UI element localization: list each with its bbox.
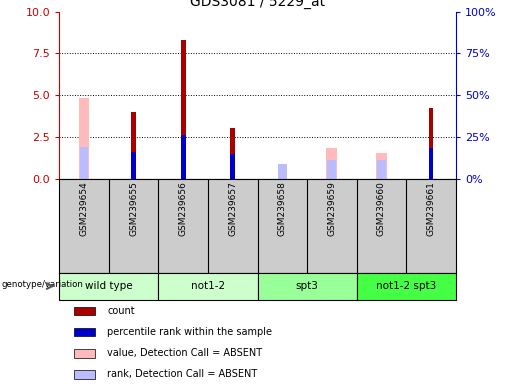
Bar (74, 370, 95, 379)
Bar (258, 273, 356, 300)
Text: wild type: wild type (85, 281, 132, 291)
Bar (131, 152, 136, 179)
Text: rank, Detection Call = ABSENT: rank, Detection Call = ABSENT (107, 369, 258, 379)
Bar (278, 164, 287, 179)
Bar (356, 273, 456, 300)
Bar (377, 160, 386, 179)
Text: not1-2 spt3: not1-2 spt3 (376, 281, 436, 291)
Bar (428, 108, 434, 179)
Bar (131, 112, 136, 179)
Text: count: count (107, 306, 135, 316)
Bar (376, 153, 387, 179)
Bar (159, 273, 258, 300)
Text: percentile rank within the sample: percentile rank within the sample (107, 327, 272, 337)
Bar (428, 149, 434, 179)
Text: GSM239655: GSM239655 (129, 181, 138, 236)
Title: GDS3081 / 5229_at: GDS3081 / 5229_at (190, 0, 325, 9)
Text: value, Detection Call = ABSENT: value, Detection Call = ABSENT (107, 348, 263, 358)
Text: GSM239660: GSM239660 (377, 181, 386, 236)
Bar (79, 147, 89, 179)
Bar (74, 328, 95, 336)
Bar (74, 349, 95, 358)
Text: GSM239656: GSM239656 (179, 181, 187, 236)
Text: GSM239659: GSM239659 (328, 181, 336, 236)
Text: spt3: spt3 (296, 281, 318, 291)
Text: GSM239657: GSM239657 (228, 181, 237, 236)
Bar (181, 40, 185, 179)
Bar (79, 98, 90, 179)
Bar (181, 135, 185, 179)
Text: GSM239658: GSM239658 (278, 181, 287, 236)
Text: GSM239661: GSM239661 (426, 181, 436, 236)
Bar (230, 129, 235, 179)
Bar (327, 148, 337, 179)
Bar (59, 273, 159, 300)
Text: not1-2: not1-2 (191, 281, 225, 291)
Bar (74, 307, 95, 315)
Text: genotype/variation: genotype/variation (2, 280, 83, 289)
Bar (230, 154, 235, 179)
Text: GSM239654: GSM239654 (79, 181, 89, 236)
Bar (328, 160, 336, 179)
